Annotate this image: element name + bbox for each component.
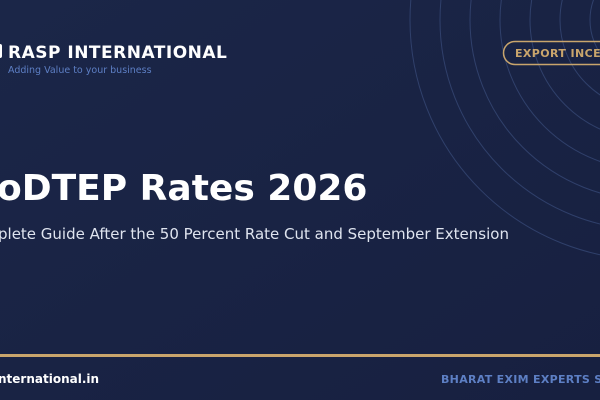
footer-website: nternational.in <box>0 372 99 386</box>
footer-slogan: BHARAT EXIM EXPERTS SINC <box>441 373 600 386</box>
hero-subtitle: plete Guide After the 50 Percent Rate Cu… <box>0 225 509 243</box>
brand-name: RASP INTERNATIONAL <box>8 43 227 63</box>
logo-mark <box>0 44 2 58</box>
brand-tagline: Adding Value to your business <box>8 65 152 76</box>
badge-text: EXPORT INCENT <box>515 47 600 60</box>
divider <box>0 354 600 357</box>
hero-title: oDTEP Rates 2026 <box>0 168 367 209</box>
decor-circles <box>409 0 600 256</box>
badge <box>502 40 600 66</box>
